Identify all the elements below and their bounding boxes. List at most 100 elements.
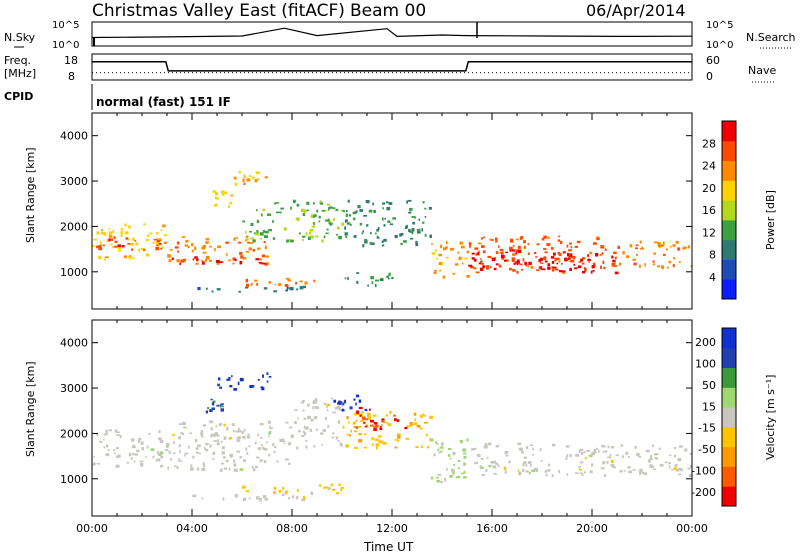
heatmap-cell xyxy=(659,464,664,467)
heatmap-cell xyxy=(462,452,467,455)
heatmap-cell xyxy=(513,249,516,253)
heatmap-cell xyxy=(430,438,434,442)
heatmap-cell xyxy=(357,413,360,415)
heatmap-cell xyxy=(354,446,358,449)
heatmap-cell xyxy=(124,231,129,235)
heatmap-cell xyxy=(483,250,486,254)
heatmap-cell xyxy=(658,447,661,450)
heatmap-cell xyxy=(566,473,569,476)
heatmap-cell xyxy=(645,449,650,453)
heatmap-cell xyxy=(613,465,616,469)
heatmap-cell xyxy=(132,452,135,456)
heatmap-cell xyxy=(596,447,598,450)
heatmap-cell xyxy=(322,209,327,212)
power-y-axis: 1000 2000 3000 4000 xyxy=(60,130,692,279)
heatmap-cell xyxy=(416,228,421,232)
heatmap-cell xyxy=(518,448,523,451)
heatmap-cell xyxy=(211,407,215,410)
heatmap-cell xyxy=(233,468,238,472)
heatmap-cell xyxy=(313,202,315,205)
heatmap-cell xyxy=(471,257,475,260)
heatmap-cell xyxy=(415,240,418,244)
heatmap-cell xyxy=(528,261,532,265)
heatmap-cell xyxy=(201,259,203,262)
heatmap-cell xyxy=(436,442,439,445)
heatmap-cell xyxy=(657,242,661,245)
heatmap-cell xyxy=(159,243,162,245)
heatmap-cell xyxy=(652,260,655,263)
heatmap-cell xyxy=(388,272,391,276)
heatmap-cell xyxy=(627,466,631,469)
freq-series xyxy=(92,61,692,72)
heatmap-cell xyxy=(565,456,568,460)
y-tick-label: 4000 xyxy=(60,337,88,350)
heatmap-cell xyxy=(319,200,323,204)
heatmap-cell xyxy=(520,268,523,271)
heatmap-cell xyxy=(503,466,507,471)
heatmap-cell xyxy=(636,452,640,457)
heatmap-cell xyxy=(370,276,374,280)
heatmap-cell xyxy=(268,435,271,438)
heatmap-cell xyxy=(527,243,530,246)
heatmap-cell xyxy=(318,215,321,219)
heatmap-cell xyxy=(312,406,315,410)
heatmap-cell xyxy=(569,242,572,245)
heatmap-cell xyxy=(588,454,593,457)
heatmap-cell xyxy=(614,256,617,260)
heatmap-cell xyxy=(547,236,550,239)
heatmap-cell xyxy=(418,218,421,221)
heatmap-cell xyxy=(643,472,648,475)
heatmap-cell xyxy=(375,443,380,447)
heatmap-cell xyxy=(289,287,294,290)
heatmap-cell xyxy=(194,246,197,250)
heatmap-cell xyxy=(205,241,209,244)
colorbar-swatch xyxy=(722,259,736,280)
heatmap-cell xyxy=(96,462,101,465)
heatmap-cell xyxy=(433,453,436,457)
heatmap-cell xyxy=(238,290,241,293)
heatmap-cell xyxy=(223,423,226,427)
heatmap-cell xyxy=(493,460,497,463)
heatmap-cell xyxy=(657,265,661,268)
heatmap-cell xyxy=(329,222,333,225)
date-label: 06/Apr/2014 xyxy=(586,1,686,20)
heatmap-cell xyxy=(183,454,186,457)
heatmap-cell xyxy=(495,263,499,266)
heatmap-cell xyxy=(452,272,456,275)
heatmap-cell xyxy=(219,386,222,389)
heatmap-cell xyxy=(294,409,298,411)
heatmap-cell xyxy=(302,213,305,216)
heatmap-cell xyxy=(462,448,466,452)
heatmap-cell xyxy=(312,216,315,218)
heatmap-cell xyxy=(260,386,264,389)
heatmap-cell xyxy=(429,438,432,442)
heatmap-cell xyxy=(130,242,134,246)
heatmap-cell xyxy=(315,406,319,409)
heatmap-cell xyxy=(440,450,443,453)
heatmap-cell xyxy=(155,246,159,251)
heatmap-cell xyxy=(178,458,180,461)
heatmap-cell xyxy=(519,237,522,240)
heatmap-cell xyxy=(205,238,210,241)
heatmap-cell xyxy=(287,279,292,282)
heatmap-cell xyxy=(369,241,372,245)
heatmap-cell xyxy=(566,454,568,458)
heatmap-cell xyxy=(296,496,299,500)
heatmap-cell xyxy=(231,375,233,378)
heatmap-cell xyxy=(103,232,107,236)
heatmap-cell xyxy=(682,246,685,250)
heatmap-cell xyxy=(316,209,319,213)
heatmap-cell xyxy=(521,451,524,454)
heatmap-cell xyxy=(233,459,236,463)
heatmap-cell xyxy=(246,452,249,455)
heatmap-cell xyxy=(543,256,547,260)
heatmap-cell xyxy=(510,238,513,242)
heatmap-cell xyxy=(196,468,200,471)
heatmap-cell xyxy=(272,237,276,240)
heatmap-cell xyxy=(113,449,116,451)
heatmap-cell xyxy=(201,497,204,500)
heatmap-cell xyxy=(364,433,367,435)
heatmap-cell xyxy=(370,419,374,423)
heatmap-cell xyxy=(495,462,499,465)
heatmap-cell xyxy=(394,446,398,449)
